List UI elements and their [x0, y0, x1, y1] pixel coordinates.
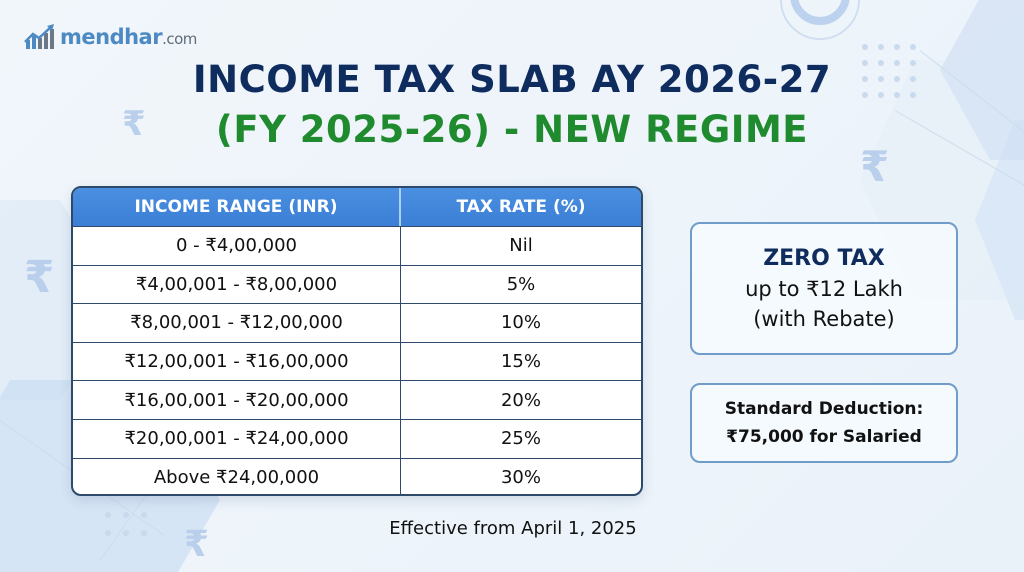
column-header-tax-rate: TAX RATE (%) — [456, 197, 586, 217]
income-range-cell: ₹4,00,001 - ₹8,00,000 — [73, 265, 401, 304]
rupee-icon: ₹ — [24, 252, 55, 303]
zero-tax-heading: ZERO TAX — [763, 245, 885, 271]
zero-tax-rebate-note: (with Rebate) — [753, 306, 895, 331]
tax-rate-cell: 25% — [500, 428, 541, 450]
income-range-cell: 0 - ₹4,00,000 — [73, 227, 401, 265]
standard-deduction-card: Standard Deduction: ₹75,000 for Salaried — [690, 383, 958, 463]
page-title: INCOME TAX SLAB AY 2026-27 — [192, 58, 832, 101]
tax-rate-cell: 5% — [506, 273, 536, 295]
table-row: ₹16,00,001 - ₹20,00,000 20% — [73, 380, 641, 419]
tax-rate-cell: 15% — [500, 351, 541, 373]
zero-tax-limit: up to ₹12 Lakh — [745, 276, 903, 301]
table-header: INCOME RANGE (INR) TAX RATE (%) — [73, 188, 641, 226]
tax-slab-table: INCOME RANGE (INR) TAX RATE (%) 0 - ₹4,0… — [71, 186, 643, 496]
income-range-cell: ₹8,00,001 - ₹12,00,000 — [73, 304, 401, 342]
standard-deduction-amount: ₹75,000 for Salaried — [726, 427, 922, 447]
brand-logo: mendhar.com — [24, 24, 197, 50]
income-range-cell: Above ₹24,00,000 — [73, 458, 401, 494]
table-row: 0 - ₹4,00,000 Nil — [73, 226, 641, 265]
income-range-cell: ₹16,00,001 - ₹20,00,000 — [73, 381, 401, 419]
brand-name: mendhar.com — [60, 25, 197, 49]
table-row: ₹8,00,001 - ₹12,00,000 10% — [73, 303, 641, 342]
effective-date-note: Effective from April 1, 2025 — [389, 518, 637, 539]
ring-decoration — [790, 0, 850, 25]
zero-tax-card: ZERO TAX up to ₹12 Lakh (with Rebate) — [690, 222, 958, 355]
tax-rate-cell: 30% — [500, 466, 541, 488]
table-row: Above ₹24,00,000 30% — [73, 457, 641, 494]
ring-decoration — [780, 0, 860, 40]
bar-chart-trend-arrow-icon — [24, 24, 54, 49]
income-range-cell: ₹12,00,001 - ₹16,00,000 — [73, 342, 401, 381]
tax-rate-cell: Nil — [509, 235, 533, 257]
page-subtitle: (FY 2025-26) - NEW REGIME — [215, 108, 809, 151]
standard-deduction-label: Standard Deduction: — [724, 399, 924, 419]
tax-rate-cell: 20% — [500, 389, 541, 411]
tax-rate-cell: 10% — [500, 312, 541, 334]
column-header-income-range: INCOME RANGE (INR) — [73, 188, 401, 226]
income-range-cell: ₹20,00,001 - ₹24,00,000 — [73, 419, 401, 458]
table-row: ₹4,00,001 - ₹8,00,000 5% — [73, 264, 641, 304]
table-row: ₹20,00,001 - ₹24,00,000 25% — [73, 418, 641, 458]
table-row: ₹12,00,001 - ₹16,00,000 15% — [73, 341, 641, 381]
